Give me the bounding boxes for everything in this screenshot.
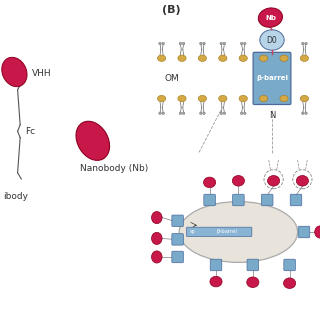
FancyBboxPatch shape — [210, 259, 222, 271]
Circle shape — [159, 112, 161, 115]
Text: VHH: VHH — [32, 69, 52, 78]
Ellipse shape — [260, 95, 268, 102]
Ellipse shape — [239, 95, 247, 102]
Circle shape — [240, 112, 243, 115]
Circle shape — [179, 42, 182, 45]
Ellipse shape — [198, 55, 207, 61]
FancyBboxPatch shape — [172, 215, 183, 227]
Circle shape — [301, 42, 304, 45]
FancyBboxPatch shape — [172, 251, 183, 263]
Circle shape — [240, 42, 243, 45]
Circle shape — [182, 42, 185, 45]
Ellipse shape — [2, 57, 27, 87]
Circle shape — [220, 42, 222, 45]
Ellipse shape — [284, 278, 296, 289]
Text: Fc: Fc — [26, 127, 36, 136]
Circle shape — [301, 112, 304, 115]
Ellipse shape — [157, 95, 166, 102]
Circle shape — [305, 112, 307, 115]
Circle shape — [179, 112, 182, 115]
Circle shape — [159, 42, 161, 45]
Circle shape — [223, 42, 226, 45]
Ellipse shape — [219, 95, 227, 102]
FancyBboxPatch shape — [233, 194, 244, 206]
Circle shape — [305, 42, 307, 45]
FancyBboxPatch shape — [172, 234, 183, 245]
Circle shape — [200, 42, 202, 45]
Circle shape — [162, 112, 164, 115]
Ellipse shape — [76, 121, 109, 160]
Text: Nb: Nb — [265, 15, 276, 20]
FancyBboxPatch shape — [204, 194, 215, 206]
FancyBboxPatch shape — [247, 259, 259, 271]
FancyBboxPatch shape — [253, 52, 291, 105]
Circle shape — [162, 42, 164, 45]
Circle shape — [244, 42, 246, 45]
Circle shape — [244, 112, 246, 115]
Ellipse shape — [198, 95, 207, 102]
Text: (B): (B) — [162, 5, 180, 15]
Ellipse shape — [268, 175, 280, 186]
Text: β-barrel: β-barrel — [216, 229, 237, 234]
Ellipse shape — [300, 55, 308, 61]
Ellipse shape — [315, 226, 320, 238]
Ellipse shape — [239, 55, 247, 61]
Circle shape — [223, 112, 226, 115]
Ellipse shape — [157, 55, 166, 61]
Ellipse shape — [210, 276, 222, 287]
Text: OM: OM — [164, 74, 179, 83]
Ellipse shape — [152, 212, 162, 224]
Ellipse shape — [300, 95, 308, 102]
Ellipse shape — [219, 55, 227, 61]
FancyBboxPatch shape — [187, 227, 252, 236]
Text: sp: sp — [190, 229, 196, 234]
Text: β-barrel: β-barrel — [256, 76, 288, 81]
Circle shape — [203, 42, 205, 45]
FancyBboxPatch shape — [261, 194, 273, 206]
Ellipse shape — [247, 277, 259, 288]
Ellipse shape — [204, 177, 216, 188]
Circle shape — [200, 112, 202, 115]
Ellipse shape — [258, 8, 283, 27]
Text: ibody: ibody — [3, 192, 28, 201]
Ellipse shape — [178, 55, 186, 61]
FancyBboxPatch shape — [284, 259, 295, 271]
Ellipse shape — [260, 30, 284, 50]
Ellipse shape — [260, 55, 268, 61]
Circle shape — [182, 112, 185, 115]
FancyBboxPatch shape — [298, 226, 310, 238]
Ellipse shape — [178, 95, 186, 102]
Circle shape — [203, 112, 205, 115]
Ellipse shape — [296, 175, 308, 186]
Circle shape — [220, 112, 222, 115]
Ellipse shape — [179, 202, 298, 262]
Ellipse shape — [280, 55, 288, 61]
Ellipse shape — [152, 251, 162, 263]
Ellipse shape — [232, 175, 244, 186]
FancyBboxPatch shape — [290, 194, 302, 206]
Ellipse shape — [280, 95, 288, 102]
Text: Nanobody (Nb): Nanobody (Nb) — [80, 164, 148, 172]
Text: N: N — [269, 111, 275, 120]
Ellipse shape — [152, 232, 162, 244]
Text: D0: D0 — [267, 36, 277, 44]
